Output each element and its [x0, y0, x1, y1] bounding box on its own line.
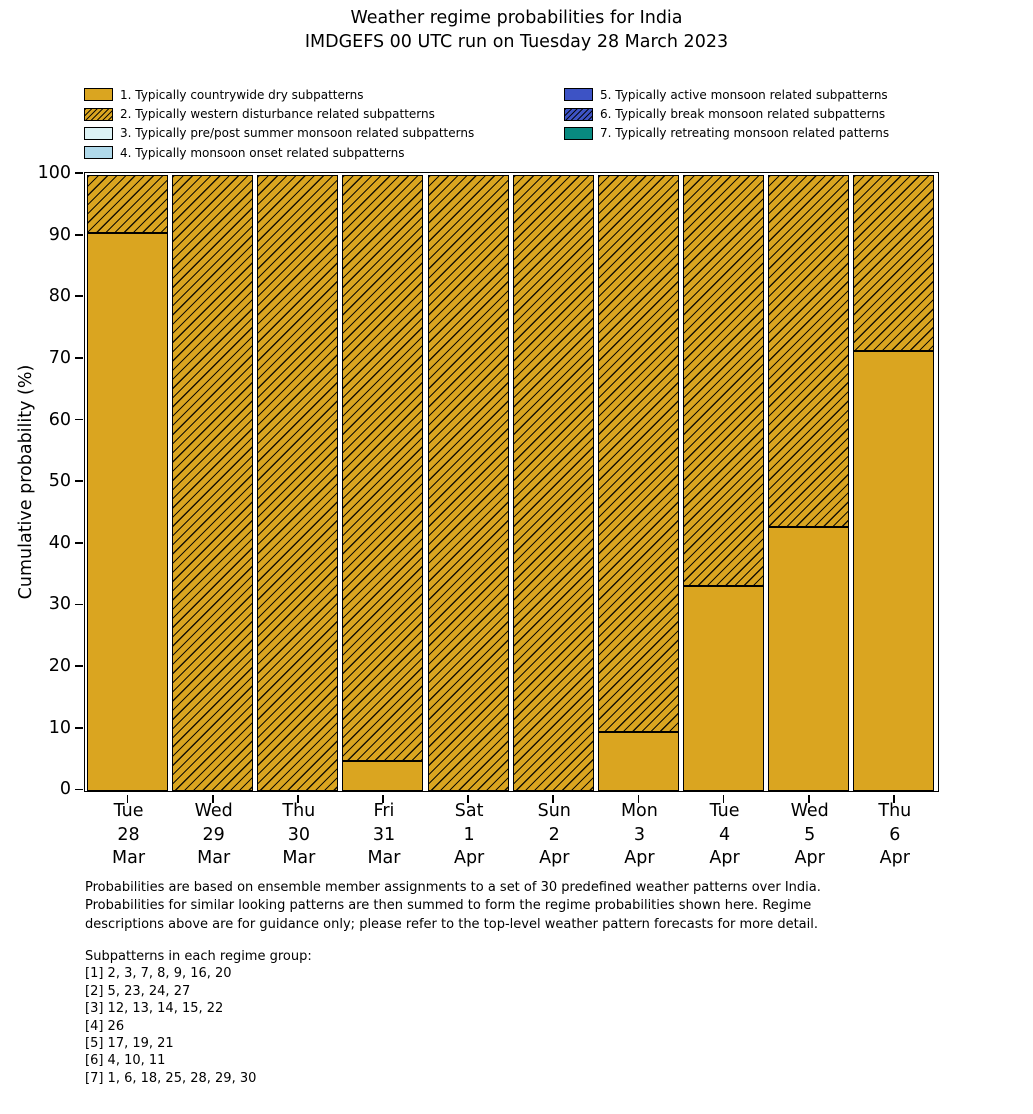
x-tick-label: Wed 29 Mar [194, 801, 233, 868]
bar-segment-regime-2 [597, 174, 679, 733]
y-tick-label: 30 [48, 594, 71, 615]
legend-item-5: 5. Typically active monsoon related subp… [564, 85, 889, 104]
y-tick-mark [75, 357, 84, 359]
bar-segment-regime-2 [512, 174, 594, 791]
x-tick-mark [211, 794, 214, 803]
legend-label-4: 4. Typically monsoon onset related subpa… [120, 145, 405, 160]
y-tick-mark [75, 541, 84, 544]
bar-segment-regime-2 [768, 174, 850, 527]
legend-item-1: 1. Typically countrywide dry subpatterns [84, 85, 564, 104]
x-tick-mark [467, 794, 470, 803]
y-tick-mark [75, 665, 84, 668]
x-tick-label: Mon 3 Apr [620, 801, 658, 868]
x-tick-label: Sun 2 Apr [537, 801, 571, 868]
bar-segment-regime-2 [683, 174, 765, 586]
bar-segment-regime-2 [342, 174, 424, 762]
x-tick-mark [637, 794, 640, 803]
legend-swatch-1 [84, 88, 113, 102]
y-tick-label: 80 [48, 286, 71, 307]
x-tick-mark [382, 794, 384, 803]
bar-segment-regime-1 [768, 526, 850, 791]
legend-swatch-7 [564, 126, 593, 140]
bar-segment-regime-2 [87, 174, 169, 234]
footnote-text: Probabilities are based on ensemble memb… [85, 880, 821, 932]
legend-swatch-4 [84, 146, 113, 160]
legend: 1. Typically countrywide dry subpatterns… [84, 85, 889, 163]
y-tick-label: 20 [48, 656, 71, 677]
legend-item-7: 7. Typically retreating monsoon related … [564, 124, 889, 143]
bar-segment-regime-2 [427, 174, 509, 791]
x-tick-mark [722, 794, 725, 803]
chart-subtitle: IMDGEFS 00 UTC run on Tuesday 28 March 2… [304, 32, 729, 52]
x-tick-label: Wed 5 Apr [790, 801, 829, 868]
legend-label-3: 3. Typically pre/post summer monsoon rel… [120, 126, 475, 141]
legend-label-2: 2. Typically western disturbance related… [120, 107, 435, 122]
x-tick-mark [552, 794, 555, 803]
bar-segment-regime-1 [597, 732, 679, 791]
x-tick-mark [296, 794, 299, 803]
x-tick-label: Tue 28 Mar [112, 801, 146, 868]
bar-segment-regime-2 [172, 174, 254, 791]
legend-swatch-3 [84, 126, 113, 140]
subpatterns-note: Subpatterns in each regime group: [1] 2,… [85, 949, 312, 1086]
bar-segment-regime-2 [853, 174, 935, 351]
x-axis-labels: Tue 28 Mar Wed 29 Mar Thu 30 Mar Fri 31 Mar… [86, 800, 938, 880]
x-tick-mark [126, 794, 129, 803]
x-tick-mark [892, 794, 895, 803]
legend-swatch-5 [564, 88, 593, 102]
y-tick-mark [75, 172, 84, 174]
bar-segment-regime-1 [853, 350, 935, 791]
y-tick-label: 0 [59, 779, 71, 800]
x-tick-mark [807, 794, 810, 803]
legend-label-5: 5. Typically active monsoon related subp… [600, 87, 888, 102]
legend-swatch-2 [84, 107, 113, 121]
legend-label-7: 7. Typically retreating monsoon related … [600, 126, 890, 141]
x-tick-label: Sat 1 Apr [453, 801, 485, 868]
y-tick-mark [75, 788, 84, 791]
legend-item-2: 2. Typically western disturbance related… [84, 104, 564, 123]
y-tick-label: 70 [48, 347, 71, 368]
plot-area: 0 10 20 30 40 50 60 70 80 90 100 [38, 163, 939, 803]
y-tick-label: 40 [48, 532, 71, 553]
y-tick-label: 10 [48, 717, 71, 738]
y-tick-mark [75, 295, 84, 298]
legend-swatch-6 [564, 107, 593, 121]
y-tick-label: 100 [37, 163, 71, 183]
legend-label-6: 6. Typically break monsoon related subpa… [600, 107, 886, 122]
y-tick-label: 60 [48, 409, 71, 430]
legend-item-3: 3. Typically pre/post summer monsoon rel… [84, 124, 564, 143]
bar-segment-regime-1 [683, 585, 765, 791]
y-tick-mark [75, 603, 84, 606]
y-tick-mark [75, 726, 84, 729]
x-tick-label: Fri 31 Mar [367, 801, 401, 868]
x-tick-label: Thu 30 Mar [282, 801, 316, 868]
y-tick-label: 90 [48, 224, 71, 245]
legend-item-4: 4. Typically monsoon onset related subpa… [84, 143, 564, 162]
y-tick-label: 50 [48, 471, 71, 492]
x-tick-label: Thu 6 Apr [878, 801, 912, 868]
legend-label-1: 1. Typically countrywide dry subpatterns [120, 87, 364, 102]
y-tick-mark [75, 233, 84, 236]
y-tick-mark [75, 480, 84, 483]
chart-title: Weather regime probabilities for India [350, 8, 683, 28]
legend-item-6: 6. Typically break monsoon related subpa… [564, 104, 889, 123]
bar-segment-regime-2 [257, 174, 339, 791]
bar-segment-regime-1 [87, 233, 169, 791]
y-tick-mark [75, 418, 84, 421]
x-tick-label: Tue 4 Apr [709, 801, 740, 868]
bar-segment-regime-1 [342, 761, 424, 791]
